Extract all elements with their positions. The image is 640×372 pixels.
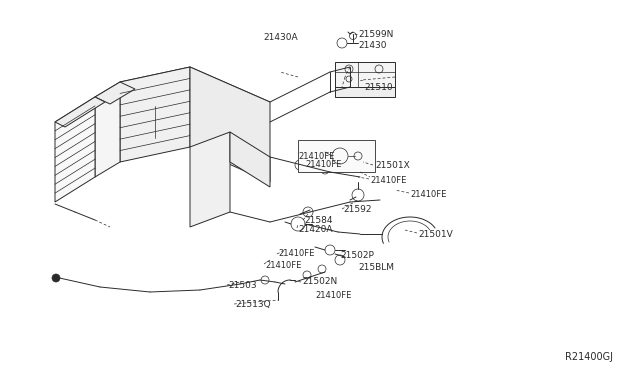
Polygon shape: [95, 82, 135, 104]
Text: 215BLM: 215BLM: [358, 263, 394, 272]
Text: 21410FE: 21410FE: [298, 151, 334, 160]
Circle shape: [52, 274, 60, 282]
Text: 21410FE: 21410FE: [265, 260, 301, 269]
Text: 21410FE: 21410FE: [278, 250, 314, 259]
Polygon shape: [190, 132, 230, 227]
Polygon shape: [335, 87, 395, 97]
Text: 21501V: 21501V: [418, 230, 452, 238]
Text: 21410FE: 21410FE: [370, 176, 406, 185]
Polygon shape: [55, 97, 105, 127]
Text: R21400GJ: R21400GJ: [565, 352, 613, 362]
Text: 21513Q: 21513Q: [235, 299, 271, 308]
Text: 21502P: 21502P: [340, 250, 374, 260]
Text: 21510: 21510: [364, 83, 392, 92]
Polygon shape: [95, 82, 120, 177]
Text: 21599N: 21599N: [358, 29, 394, 38]
Text: 21430A: 21430A: [263, 32, 298, 42]
Bar: [298, 140, 375, 172]
Text: 21420A: 21420A: [298, 224, 333, 234]
Polygon shape: [55, 97, 95, 202]
Polygon shape: [120, 67, 190, 162]
Text: 21502N: 21502N: [302, 278, 337, 286]
Text: 21501X: 21501X: [375, 160, 410, 170]
Text: 21592: 21592: [343, 205, 371, 214]
Polygon shape: [335, 62, 395, 87]
Text: 21410FE: 21410FE: [315, 292, 351, 301]
Polygon shape: [120, 67, 270, 117]
Text: 21584: 21584: [304, 215, 333, 224]
Polygon shape: [190, 67, 270, 182]
Text: 21430: 21430: [358, 41, 387, 49]
Text: 21503: 21503: [228, 280, 257, 289]
Text: 21410FE: 21410FE: [305, 160, 341, 169]
Polygon shape: [230, 132, 270, 187]
Text: 21410FE: 21410FE: [410, 189, 446, 199]
